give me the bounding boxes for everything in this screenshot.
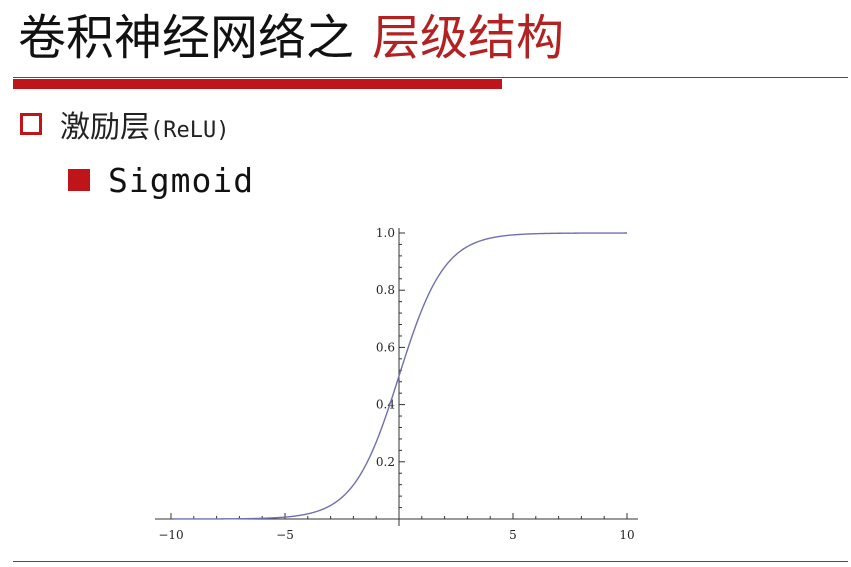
bullet-level2: Sigmoid — [68, 160, 254, 200]
x-tick-label: 5 — [509, 528, 517, 542]
title-main: 卷积神经网络之 — [18, 10, 355, 66]
title-highlight: 层级结构 — [372, 10, 565, 66]
footer-divider — [13, 561, 848, 562]
title-divider-thick — [13, 79, 502, 89]
title-divider-thin — [13, 77, 848, 78]
x-tick-label: 10 — [619, 528, 634, 542]
slide-title: 卷积神经网络之 层级结构 — [18, 2, 564, 74]
x-tick-label: −10 — [158, 528, 183, 542]
y-tick-label: 1.0 — [376, 226, 395, 240]
bullet-level1-main: 激励层 — [60, 110, 150, 145]
y-tick-label: 0.8 — [376, 283, 395, 297]
bullet-level1-label: 激励层(ReLU) — [60, 102, 229, 146]
bullet-level2-label: Sigmoid — [108, 160, 255, 200]
y-tick-label: 0.4 — [376, 398, 395, 412]
sigmoid-curve-line — [171, 232, 627, 520]
y-tick-label: 0.6 — [376, 340, 395, 354]
hollow-square-bullet-icon — [20, 113, 42, 135]
filled-square-bullet-icon — [68, 169, 90, 191]
bullet-level1: 激励层(ReLU) — [20, 102, 229, 146]
bullet-level1-sub: (ReLU) — [150, 118, 230, 143]
x-tick-label: −5 — [276, 528, 294, 542]
y-tick-label: 0.2 — [376, 455, 395, 469]
